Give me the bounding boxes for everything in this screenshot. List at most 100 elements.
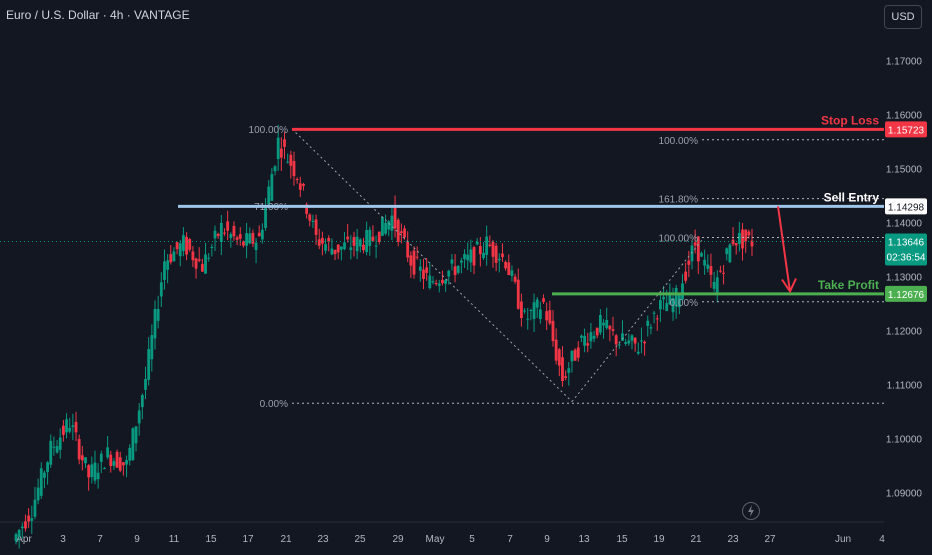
candle-body: [466, 254, 470, 261]
candle-body: [343, 242, 346, 250]
fib-level-label: 100.00%: [249, 125, 289, 136]
candle-body: [381, 217, 384, 236]
lightning-icon[interactable]: [742, 502, 760, 520]
candle-body: [434, 283, 438, 285]
candle-body: [156, 308, 160, 321]
candle-body: [317, 239, 321, 246]
fib-connector-line: [571, 237, 705, 402]
candle-body: [510, 270, 514, 276]
candle-body: [696, 236, 700, 262]
candle-body: [554, 339, 558, 361]
x-tick-label: 4: [879, 534, 885, 545]
candle-body: [741, 229, 744, 249]
candle-body: [662, 296, 665, 300]
candle-body: [573, 349, 577, 361]
candle-body: [520, 301, 523, 318]
candle-body: [36, 487, 40, 501]
candle-body: [387, 221, 391, 230]
candle-body: [491, 241, 495, 257]
currency-button[interactable]: USD: [884, 5, 922, 29]
candle-body: [684, 271, 688, 281]
candle-body: [279, 148, 283, 158]
candle-body: [482, 252, 485, 259]
candle-body: [55, 446, 59, 453]
candle-body: [542, 298, 545, 302]
candle-body: [125, 460, 128, 465]
candle-body: [690, 245, 694, 262]
candle-body: [14, 534, 18, 542]
y-tick-label: 1.16000: [886, 110, 923, 121]
x-tick-label: 11: [169, 534, 180, 545]
candle-body: [295, 178, 299, 180]
candle-body: [595, 327, 599, 336]
candle-body: [333, 249, 337, 255]
candle-body: [46, 462, 49, 473]
candle-body: [207, 257, 211, 259]
candle-body: [267, 186, 271, 205]
candle-body: [254, 242, 258, 251]
candle-body: [415, 256, 419, 258]
candle-body: [636, 351, 640, 354]
candle-body: [523, 310, 526, 312]
price-badge: [885, 198, 927, 215]
candle-body: [715, 277, 719, 295]
candle-body: [216, 233, 220, 236]
candle-body: [153, 308, 157, 339]
candle-body: [728, 244, 732, 263]
x-tick-label: 21: [280, 534, 292, 545]
candle-body: [551, 320, 555, 342]
candle-body: [700, 252, 703, 257]
candle-body: [191, 251, 195, 261]
candle-body: [137, 410, 141, 424]
candle-body: [283, 139, 286, 147]
candle-body: [150, 334, 154, 360]
candle-body: [561, 357, 564, 382]
candle-body: [605, 320, 609, 329]
candle-body: [418, 266, 422, 271]
candle-body: [703, 259, 707, 266]
candle-body: [532, 302, 536, 320]
candle-body: [242, 241, 245, 246]
candle-body: [172, 251, 176, 262]
price-badge-text: 1.15723: [888, 125, 925, 136]
candle-body: [516, 279, 520, 309]
candle-body: [693, 242, 697, 246]
candle-body: [444, 280, 447, 284]
candle-body: [602, 322, 605, 326]
candle-body: [115, 451, 119, 468]
candle-body: [248, 233, 252, 244]
candle-body: [529, 310, 533, 312]
candle-body: [106, 447, 110, 458]
candle-body: [643, 341, 647, 344]
candle-body: [286, 161, 290, 163]
candle-body: [674, 287, 678, 307]
x-tick-label: 23: [727, 534, 739, 545]
candle-body: [406, 242, 410, 258]
candle-body: [349, 247, 353, 251]
candle-body: [475, 241, 479, 245]
candle-body: [441, 279, 444, 284]
candle-body: [49, 440, 53, 465]
candle-body: [17, 529, 21, 537]
candle-body: [257, 232, 261, 237]
candle-body: [140, 395, 144, 408]
candle-body: [352, 236, 356, 246]
candle-body: [428, 275, 432, 289]
candle-body: [734, 243, 738, 246]
x-tick-label: Apr: [16, 534, 32, 545]
candle-body: [652, 312, 656, 314]
candle-body: [61, 425, 65, 435]
candle-body: [422, 269, 425, 280]
candle-body: [112, 461, 116, 466]
candle-body: [611, 329, 615, 331]
x-tick-label: 19: [653, 534, 665, 545]
candle-body: [545, 311, 549, 321]
candle-body: [33, 499, 37, 517]
candle-body: [624, 342, 628, 344]
candle-body: [74, 421, 78, 433]
candle-body: [251, 232, 255, 244]
candle-body: [128, 447, 132, 461]
candle-body: [709, 266, 713, 275]
